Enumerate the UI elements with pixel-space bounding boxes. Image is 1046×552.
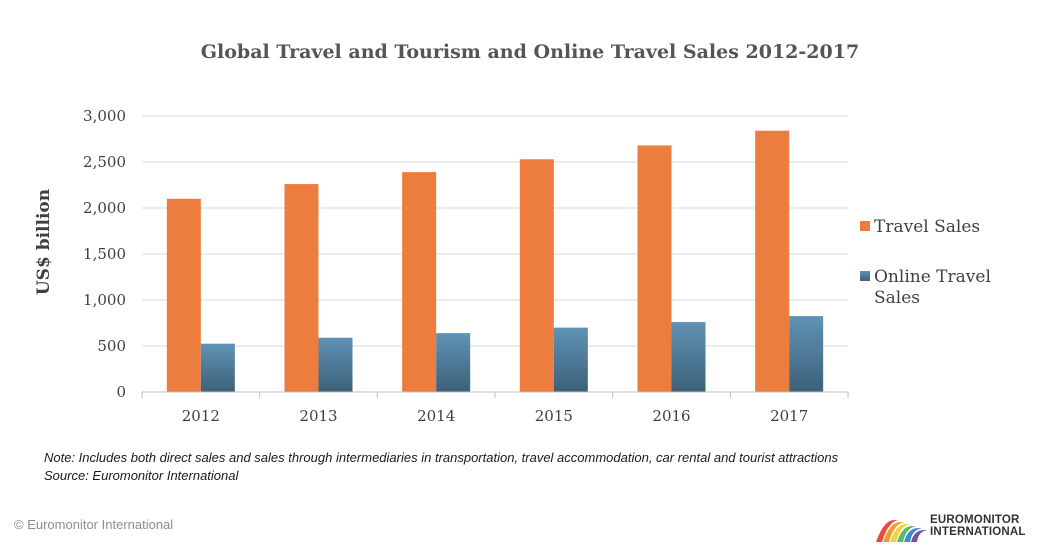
y-tick-label: 500 xyxy=(97,337,126,355)
y-tick-label: 3,000 xyxy=(83,107,126,125)
source-text: Source: Euromonitor International xyxy=(44,468,239,483)
euromonitor-logo: EUROMONITOR INTERNATIONAL xyxy=(874,512,1034,544)
copyright-text: © Euromonitor International xyxy=(14,517,174,532)
bar-online-travel-sales xyxy=(671,322,706,392)
y-axis-ticks: 0 500 1,000 1,500 2,000 2,500 3,000 xyxy=(83,107,126,401)
y-tick-label: 0 xyxy=(116,383,126,401)
logo-text: EUROMONITOR INTERNATIONAL xyxy=(930,514,1026,538)
bar-travel-sales xyxy=(402,172,437,392)
x-tick-label: 2014 xyxy=(417,407,455,425)
x-tick-label: 2017 xyxy=(770,407,808,425)
x-axis-ticks: 2012 2013 2014 2015 2016 2017 xyxy=(182,407,809,425)
y-tick-label: 2,000 xyxy=(83,199,126,217)
y-tick-label: 2,500 xyxy=(83,153,126,171)
bar-travel-sales xyxy=(519,159,554,392)
x-tick-label: 2015 xyxy=(535,407,573,425)
x-tick-label: 2012 xyxy=(182,407,220,425)
legend-label-online-travel-sales-line: Sales xyxy=(874,288,920,308)
legend-swatch-travel-sales xyxy=(860,221,870,231)
logo-rainbow-icon xyxy=(876,520,927,542)
gridlines xyxy=(142,115,848,347)
chart-title: Global Travel and Tourism and Online Tra… xyxy=(201,41,859,63)
legend-label-travel-sales: Travel Sales xyxy=(874,217,980,237)
bar-online-travel-sales xyxy=(436,333,471,392)
bar-travel-sales xyxy=(166,198,201,392)
legend-label-online-travel-sales-line: Online Travel xyxy=(874,267,991,287)
note-text: Note: Includes both direct sales and sal… xyxy=(44,450,839,465)
logo-line-1: EUROMONITOR xyxy=(930,514,1020,526)
x-axis xyxy=(141,391,849,398)
bar-travel-sales xyxy=(284,184,319,392)
y-tick-label: 1,000 xyxy=(83,291,126,309)
bar-online-travel-sales xyxy=(553,327,588,392)
y-tick-label: 1,500 xyxy=(83,245,126,263)
y-axis-title: US$ billion xyxy=(34,189,54,295)
bar-travel-sales xyxy=(637,145,672,392)
x-tick-label: 2016 xyxy=(652,407,690,425)
logo-line-2: INTERNATIONAL xyxy=(930,526,1026,538)
x-tick-label: 2013 xyxy=(299,407,337,425)
bar-online-travel-sales xyxy=(318,337,353,392)
bar-online-travel-sales xyxy=(789,316,824,392)
legend-swatch-online-travel-sales xyxy=(860,271,870,281)
bar-online-travel-sales xyxy=(200,343,235,392)
bars xyxy=(166,130,824,392)
bar-travel-sales xyxy=(755,130,790,392)
